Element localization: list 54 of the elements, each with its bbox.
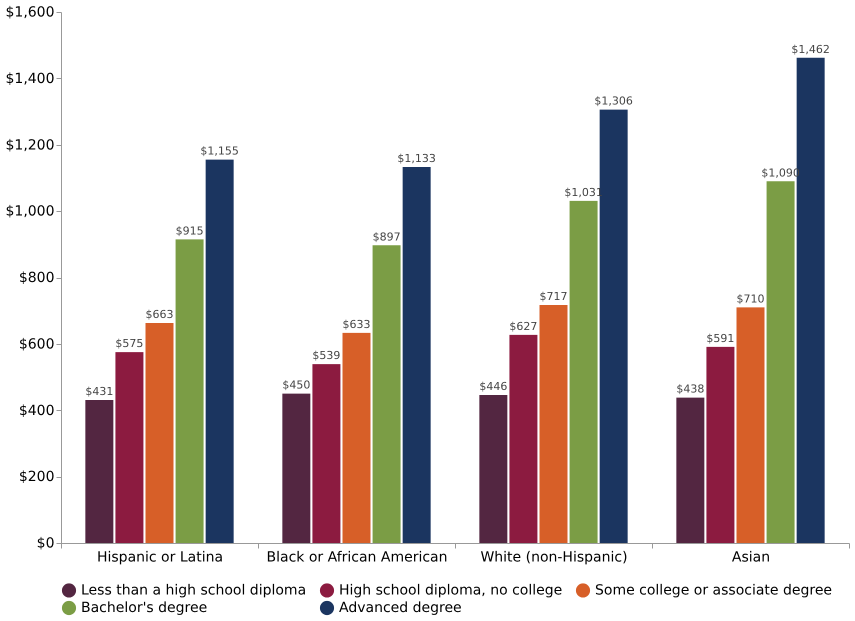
bar <box>342 332 370 543</box>
data-label: $627 <box>509 320 538 333</box>
bar <box>676 398 704 543</box>
y-tick-label: $0 <box>36 536 54 552</box>
data-label: $575 <box>115 337 144 350</box>
x-tick-label: Hispanic or Latina <box>96 550 224 566</box>
data-label: $591 <box>706 332 734 345</box>
bar <box>479 394 508 543</box>
bar <box>176 239 204 543</box>
data-label: $1,133 <box>397 152 436 165</box>
bar <box>509 334 538 543</box>
bar <box>85 400 114 543</box>
data-label: $710 <box>736 292 764 306</box>
data-label: $450 <box>282 378 310 392</box>
y-tick-label: $1,000 <box>6 204 54 220</box>
data-label: $539 <box>312 349 340 362</box>
x-tick-label: Asian <box>732 550 770 566</box>
legend-label: Less than a high school diploma <box>81 582 306 598</box>
data-label: $717 <box>540 290 568 304</box>
bar <box>706 346 734 543</box>
bar <box>146 322 174 543</box>
y-tick-label: $800 <box>18 270 54 286</box>
bar <box>766 181 795 543</box>
legend-label: Some college or associate degree <box>595 582 832 598</box>
bar <box>736 307 764 543</box>
bar <box>570 200 598 543</box>
data-label: $438 <box>676 382 704 396</box>
legend-label: High school diploma, no college <box>339 582 562 598</box>
y-tick-label: $600 <box>18 336 54 352</box>
data-label: $446 <box>479 380 508 393</box>
data-label: $431 <box>85 384 114 398</box>
data-label: $915 <box>176 224 204 238</box>
data-label: $1,462 <box>791 42 830 56</box>
y-tick-label: $400 <box>18 402 54 419</box>
legend-label: Advanced degree <box>339 600 462 616</box>
bar <box>402 166 431 543</box>
legend-label: Bachelor's degree <box>81 600 208 616</box>
y-tick-label: $1,200 <box>6 137 54 154</box>
bar <box>282 394 310 543</box>
x-tick-label: White (non-Hispanic) <box>480 550 628 566</box>
bar <box>540 305 568 543</box>
y-tick-label: $1,600 <box>6 4 54 20</box>
data-label: $1,306 <box>594 94 633 108</box>
bar <box>372 245 401 543</box>
data-label: $897 <box>372 230 401 244</box>
y-tick-label: $200 <box>18 469 54 486</box>
data-label: $1,155 <box>200 144 239 158</box>
bar <box>115 352 144 543</box>
y-tick-label: $1,400 <box>6 70 54 87</box>
data-label: $633 <box>342 318 370 331</box>
bar <box>312 364 340 543</box>
bar <box>206 160 234 543</box>
data-label: $663 <box>146 308 174 321</box>
x-tick-label: Black or African American <box>266 550 448 566</box>
